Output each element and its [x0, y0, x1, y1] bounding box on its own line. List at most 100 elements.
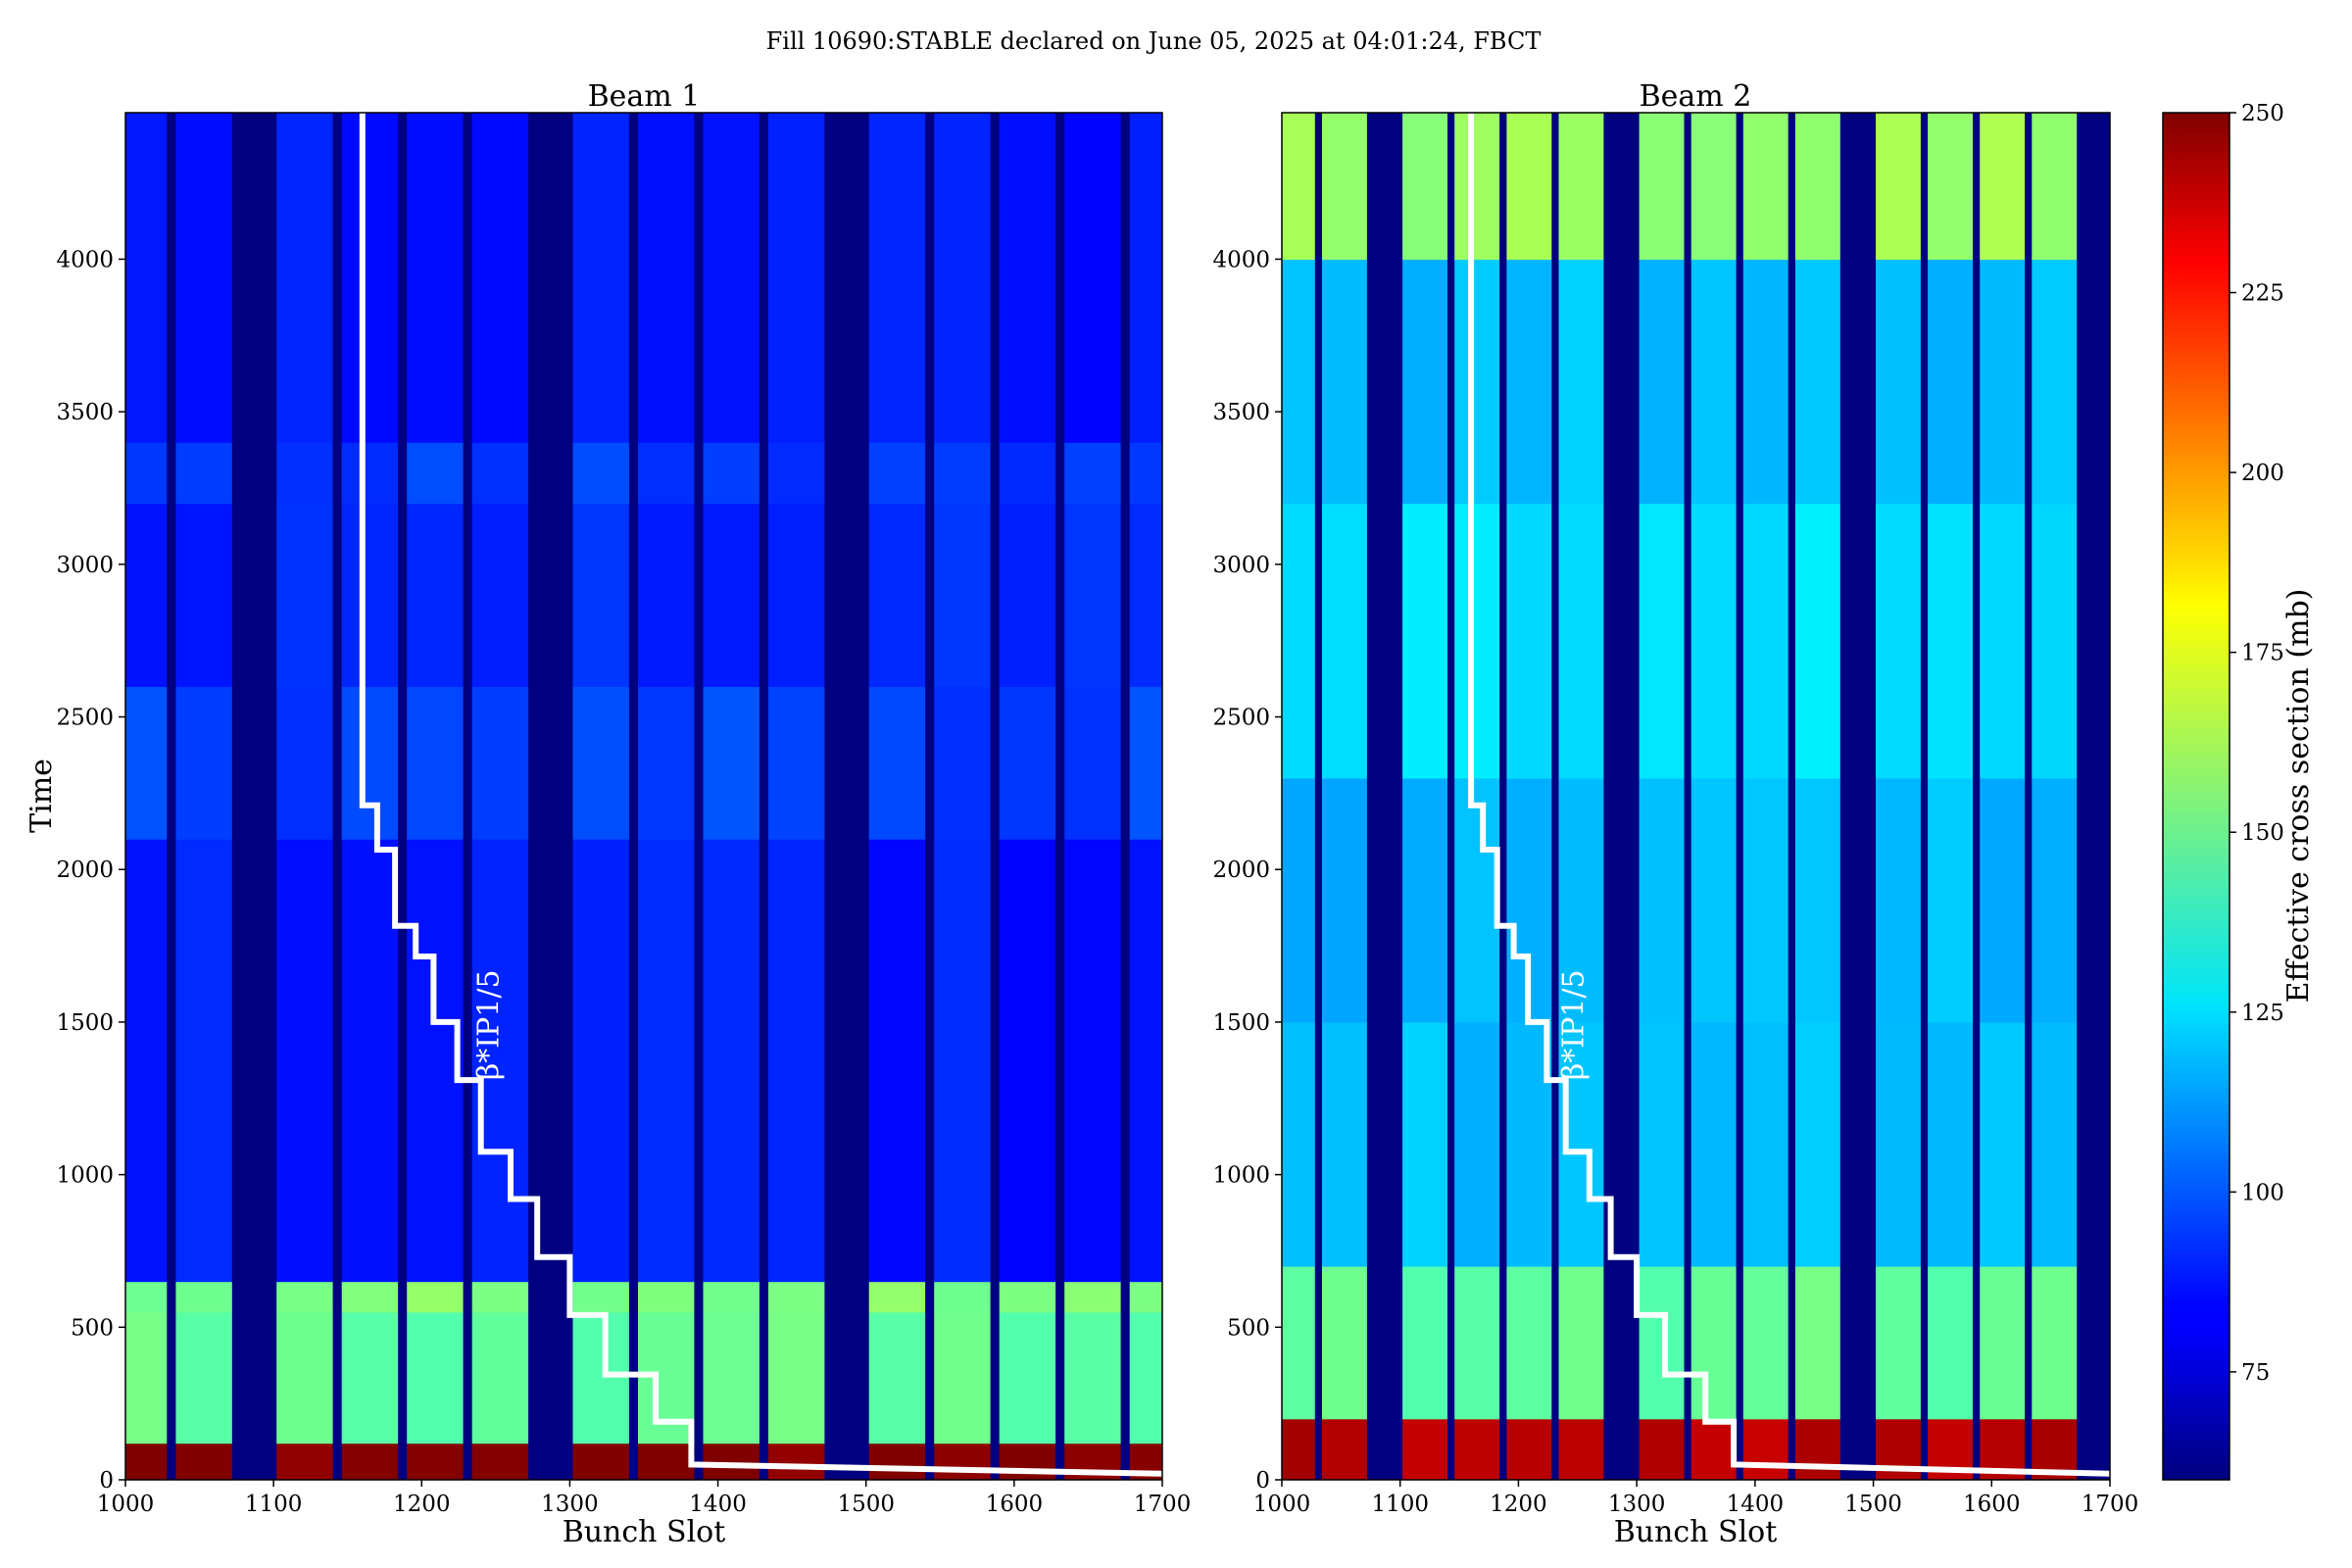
heatmap-cell — [572, 1443, 629, 1480]
heatmap-cell — [1454, 503, 1500, 779]
heatmap-cell — [1454, 113, 1500, 261]
heatmap-cell — [934, 839, 991, 1283]
heatmap-cell — [999, 1281, 1056, 1313]
heatmap-cell — [703, 839, 760, 1283]
x-tick-label: 1100 — [245, 1492, 303, 1517]
heatmap-cell — [1690, 1021, 1737, 1267]
heatmap-cell — [407, 503, 464, 687]
heatmap-cell — [2032, 503, 2078, 779]
heatmap-cell — [934, 1311, 991, 1445]
train-column — [1928, 113, 1973, 1480]
heatmap-cell — [999, 113, 1056, 443]
heatmap-cell — [1876, 259, 1921, 505]
heatmap-cell — [1876, 503, 1921, 779]
y-tick-label: 2000 — [56, 858, 114, 883]
heatmap-cell — [276, 686, 333, 840]
heatmap-cell — [703, 503, 760, 687]
heatmap-cell — [125, 503, 168, 687]
heatmap-cell — [1928, 503, 1973, 779]
heatmap-cell — [934, 442, 991, 505]
train-column — [1639, 113, 1685, 1480]
heatmap-cell — [638, 113, 695, 443]
heatmap-cell — [999, 839, 1056, 1283]
heatmap-cell — [768, 1443, 825, 1480]
heatmap-cell — [868, 1443, 926, 1480]
x-tick-label: 1300 — [541, 1492, 599, 1517]
heatmap-cell — [703, 1443, 760, 1480]
heatmap-cell — [572, 839, 629, 1283]
heatmap-cell — [768, 442, 825, 505]
colorbar-tick-label: 200 — [2241, 461, 2284, 486]
x-tick-label: 1000 — [1253, 1492, 1311, 1517]
heatmap-cell — [407, 1281, 464, 1313]
train-column — [1558, 113, 1604, 1480]
heatmap-cell — [1980, 503, 2026, 779]
heatmap-cell — [868, 839, 926, 1283]
heatmap-cell — [175, 686, 232, 840]
heatmap-cell — [125, 1311, 168, 1445]
heatmap-cell — [1402, 1266, 1447, 1420]
heatmap-cell — [1794, 777, 1840, 1023]
train-column — [868, 113, 926, 1480]
heatmap-cell — [1129, 1281, 1162, 1313]
heatmap-cell — [1282, 259, 1315, 505]
heatmap-cell — [1980, 113, 2026, 261]
heatmap-cell — [341, 442, 399, 505]
x-tick-label: 1400 — [689, 1492, 747, 1517]
heatmap-cell — [572, 1311, 629, 1445]
heatmap-cell — [125, 1443, 168, 1480]
heatmap-cell — [934, 503, 991, 687]
heatmap-cell — [768, 1281, 825, 1313]
heatmap-cell — [1064, 442, 1121, 505]
heatmap-cell — [1690, 259, 1737, 505]
heatmap-cell — [1742, 777, 1788, 1023]
heatmap-cell — [934, 686, 991, 840]
heatmap-cell — [1639, 259, 1685, 505]
heatmap-cell — [1928, 259, 1973, 505]
heatmap-cell — [1129, 686, 1162, 840]
heatmap-cell — [471, 686, 529, 840]
heatmap-cell — [1129, 113, 1162, 443]
heatmap-cell — [1129, 442, 1162, 505]
heatmap-cell — [125, 686, 168, 840]
heatmap-cell — [1558, 1266, 1604, 1420]
y-tick-label: 500 — [1227, 1315, 1270, 1341]
heatmap-cell — [999, 503, 1056, 687]
heatmap-cell — [471, 1281, 529, 1313]
heatmap-cell — [1980, 259, 2026, 505]
heatmap-cell — [1690, 777, 1737, 1023]
heatmap-cell — [341, 839, 399, 1283]
heatmap-cell — [868, 442, 926, 505]
heatmap-cell — [276, 1281, 333, 1313]
x-tick-label: 1700 — [2082, 1492, 2139, 1517]
heatmap-cell — [1454, 1418, 1500, 1480]
heatmap-cell — [341, 1281, 399, 1313]
heatmap-cell — [1928, 777, 1973, 1023]
heatmap-cell — [407, 113, 464, 443]
heatmap-cell — [1129, 503, 1162, 687]
heatmap-cell — [1558, 113, 1604, 261]
heatmap-cell — [1794, 113, 1840, 261]
heatmap-cell — [1928, 1266, 1973, 1420]
heatmap-cell — [1454, 777, 1500, 1023]
heatmap-cell — [1558, 1418, 1604, 1480]
heatmap-cell — [1454, 1021, 1500, 1267]
heatmap-cell — [1402, 113, 1447, 261]
heatmap-cell — [1064, 1311, 1121, 1445]
heatmap-cell — [1928, 113, 1973, 261]
x-tick-label: 1200 — [1490, 1492, 1547, 1517]
colorbar: 75 100 125 150 175 200 225 250 Effective cross … — [2162, 101, 2316, 1481]
heatmap-cell — [125, 839, 168, 1283]
colorbar-label: Effective cross section (mb) — [2281, 589, 2316, 1004]
heatmap-cell — [1506, 259, 1552, 505]
colorbar-tick-label: 100 — [2241, 1180, 2284, 1205]
heatmap-cell — [1558, 503, 1604, 779]
train-column — [1506, 113, 1552, 1480]
train-column — [175, 113, 232, 1480]
plot-frame — [1281, 112, 2111, 1481]
plot-frame — [124, 112, 1163, 1481]
colorbar-tick-label: 75 — [2241, 1360, 2270, 1386]
y-tick-label: 2000 — [1212, 858, 1270, 883]
heatmap-cell — [768, 503, 825, 687]
train-column — [638, 113, 695, 1480]
